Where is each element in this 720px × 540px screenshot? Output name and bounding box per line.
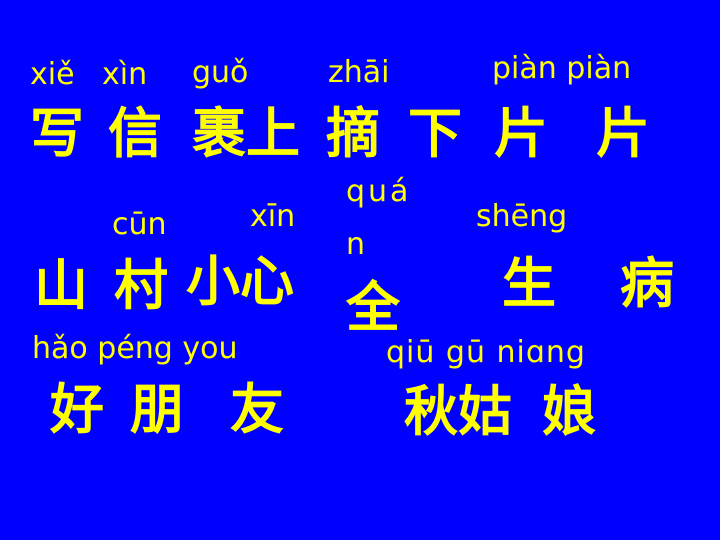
- hanzi-shan: 山: [34, 254, 88, 317]
- hanzi-pian-2: 片: [596, 102, 650, 165]
- hanzi-bing: 病: [620, 252, 674, 315]
- hanzi-xin: 信: [108, 102, 162, 165]
- hanzi-pian-1: 片: [494, 102, 548, 165]
- pinyin-qiuguniang: qiū gū niɑng: [386, 335, 586, 370]
- pinyin-guo: guǒ: [192, 55, 249, 90]
- hanzi-zhai: 摘: [326, 102, 380, 165]
- hanzi-sheng: 生: [502, 252, 556, 315]
- hanzi-guoshang: 裹上: [192, 102, 300, 165]
- hanzi-xia: 下: [408, 102, 462, 165]
- pinyin-haopengyou: hǎo péng you: [32, 331, 238, 366]
- hanzi-hao: 好: [50, 378, 104, 441]
- hanzi-niang: 娘: [542, 380, 596, 443]
- pinyin-xie: xiě: [30, 57, 75, 92]
- hanzi-xiaoxin: 小心: [186, 250, 294, 313]
- pinyin-zhai: zhāi: [328, 55, 390, 90]
- pinyin-xin: xìn: [102, 57, 148, 92]
- pinyin-sheng: shēng: [476, 199, 568, 234]
- hanzi-qiugu: 秋姑: [404, 380, 512, 443]
- hanzi-you: 友: [230, 378, 284, 441]
- pinyin-quan-top: quá: [346, 174, 412, 209]
- hanzi-quan: 全: [346, 276, 400, 339]
- pinyin-xin-2: xīn: [250, 199, 296, 234]
- hanzi-peng: 朋: [130, 378, 184, 441]
- pinyin-cun: cūn: [112, 207, 167, 242]
- hanzi-cun: 村: [114, 254, 168, 317]
- pinyin-pianpian: piàn piàn: [492, 51, 632, 86]
- hanzi-xie: 写: [30, 102, 84, 165]
- pinyin-quan-bottom: n: [346, 227, 366, 262]
